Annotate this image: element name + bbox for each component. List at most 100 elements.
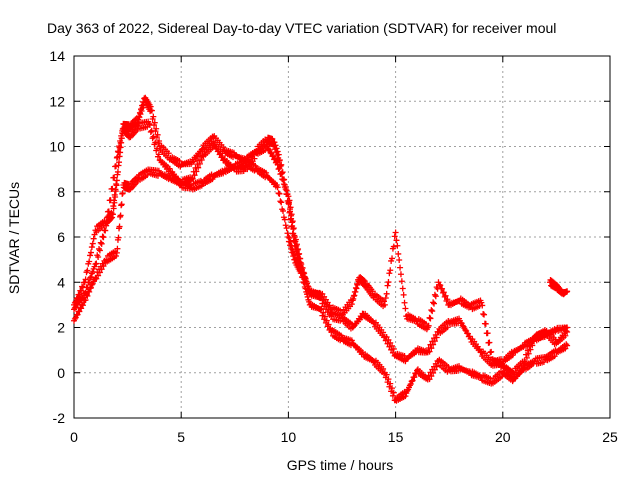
x-tick-label: 15	[388, 429, 404, 445]
data-point-marker	[119, 190, 126, 197]
data-point-marker	[408, 378, 415, 385]
data-point-marker	[282, 222, 289, 229]
data-point-marker	[280, 176, 287, 183]
data-point-marker	[188, 175, 195, 182]
data-point-marker	[148, 107, 155, 114]
data-point-marker	[383, 290, 390, 297]
data-point-marker	[97, 239, 104, 246]
data-point-marker	[98, 266, 105, 273]
data-point-marker	[88, 244, 95, 251]
data-point-marker	[115, 234, 122, 241]
data-point-marker	[287, 204, 294, 211]
data-point-marker	[323, 317, 330, 324]
data-point-marker	[177, 181, 184, 188]
data-point-marker	[74, 311, 81, 318]
data-point-marker	[107, 215, 114, 222]
data-point-marker	[323, 303, 330, 310]
data-point-marker	[302, 275, 309, 282]
data-point-marker	[124, 127, 131, 134]
data-point-marker	[325, 306, 332, 313]
data-point-marker	[272, 142, 279, 149]
data-point-marker	[82, 296, 89, 303]
data-point-marker	[481, 311, 488, 318]
data-point-marker	[426, 348, 433, 355]
data-point-marker	[100, 234, 107, 241]
data-point-marker	[118, 201, 125, 208]
data-point-marker	[115, 149, 122, 156]
series-lower-track	[71, 157, 571, 404]
data-point-marker	[444, 296, 451, 303]
data-point-marker	[444, 324, 451, 331]
data-point-marker	[87, 275, 94, 282]
data-point-marker	[478, 299, 485, 306]
data-point-marker	[480, 311, 487, 318]
data-point-marker	[114, 153, 121, 160]
data-point-marker	[348, 337, 355, 344]
data-point-marker	[118, 135, 125, 142]
data-point-marker	[431, 366, 438, 373]
data-point-marker	[113, 177, 120, 184]
data-point-marker	[354, 281, 361, 288]
data-point-marker	[433, 334, 440, 341]
data-point-marker	[275, 151, 282, 158]
data-point-marker	[484, 330, 491, 337]
data-point-marker	[281, 216, 288, 223]
data-point-marker	[386, 343, 393, 350]
data-point-marker	[71, 315, 78, 322]
data-point-marker	[402, 393, 409, 400]
y-tick-label: 12	[49, 93, 65, 109]
data-point-marker	[116, 159, 123, 166]
data-point-marker	[564, 288, 571, 295]
data-point-marker	[112, 188, 119, 195]
data-point-marker	[384, 282, 391, 289]
x-tick-label: 20	[495, 429, 511, 445]
data-point-marker	[479, 302, 486, 309]
series-late-segment	[546, 276, 571, 298]
x-axis-label: GPS time / hours	[287, 457, 394, 473]
data-point-marker	[430, 341, 437, 348]
data-point-marker	[277, 198, 284, 205]
data-point-marker	[107, 197, 114, 204]
data-point-marker	[429, 308, 436, 315]
data-point-marker	[431, 300, 438, 307]
data-point-marker	[165, 150, 172, 157]
data-point-marker	[87, 249, 94, 256]
data-point-marker	[267, 149, 274, 156]
data-point-marker	[428, 373, 435, 380]
data-point-marker	[551, 353, 558, 360]
data-point-marker	[431, 338, 438, 345]
data-point-marker	[109, 211, 116, 218]
data-point-marker	[287, 239, 294, 246]
data-point-marker	[285, 193, 292, 200]
data-point-marker	[111, 174, 118, 181]
data-point-marker	[562, 332, 569, 339]
data-point-marker	[387, 380, 394, 387]
data-point-marker	[150, 133, 157, 140]
data-point-marker	[283, 225, 290, 232]
data-point-marker	[284, 230, 291, 237]
x-tick-label: 0	[70, 429, 78, 445]
data-point-marker	[387, 339, 394, 346]
data-point-marker	[98, 240, 105, 247]
data-point-marker	[87, 274, 94, 281]
data-point-marker	[300, 279, 307, 286]
data-point-marker	[290, 225, 297, 232]
data-point-marker	[393, 237, 400, 244]
data-point-marker	[398, 278, 405, 285]
data-point-marker	[390, 389, 397, 396]
data-point-marker	[109, 185, 116, 192]
data-point-marker	[318, 294, 325, 301]
data-point-marker	[198, 156, 205, 163]
data-point-marker	[209, 176, 216, 183]
data-point-marker	[437, 282, 444, 289]
data-point-marker	[86, 288, 93, 295]
data-point-marker	[389, 342, 396, 349]
data-point-marker	[93, 260, 100, 267]
data-point-marker	[148, 127, 155, 134]
data-point-marker	[430, 369, 437, 376]
data-point-marker	[394, 242, 401, 249]
data-point-marker	[87, 252, 94, 259]
data-point-marker	[154, 145, 161, 152]
data-point-marker	[301, 280, 308, 287]
